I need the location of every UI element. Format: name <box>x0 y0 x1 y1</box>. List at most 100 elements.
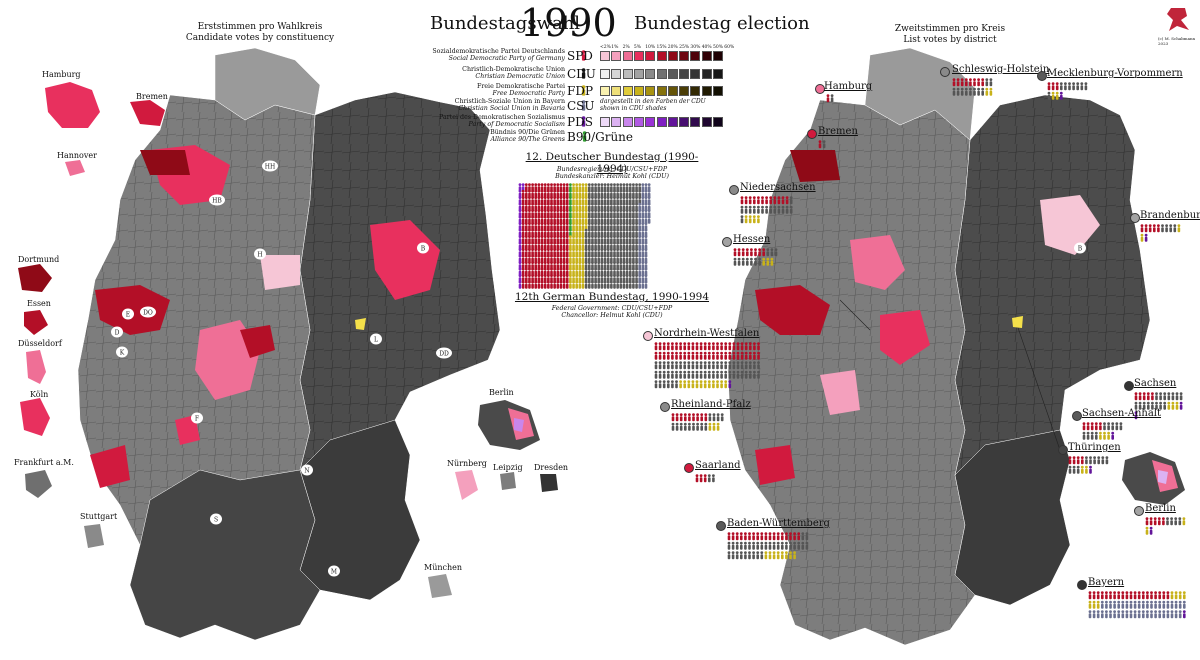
state-seat <box>756 551 760 560</box>
csu-note: dargestellt in den Farben der CDU shown … <box>600 98 706 112</box>
shade-swatch <box>667 51 678 61</box>
state-seat <box>797 532 801 541</box>
state-seat <box>1096 600 1100 609</box>
state-dot <box>1130 213 1140 223</box>
state-seat <box>658 361 662 370</box>
legend-desc: Christlich-Demokratische Union Christian … <box>420 66 565 80</box>
state-seat <box>1072 82 1075 91</box>
state-seat <box>1094 422 1098 431</box>
state-dot <box>1134 506 1144 516</box>
state-seat <box>724 370 728 379</box>
state-seat <box>1154 610 1157 619</box>
state-seat <box>1182 600 1186 609</box>
city-label-stuttgart: Stuttgart <box>80 512 118 521</box>
state-seat <box>952 87 956 96</box>
seat-spd <box>524 280 528 289</box>
state-seat <box>1129 600 1133 609</box>
state-seat <box>744 205 748 214</box>
left-map-title: Erststimmen pro Wahlkreis Candidate vote… <box>150 22 370 44</box>
state-seat <box>1170 600 1174 609</box>
inset-hamburg <box>45 82 100 128</box>
seat-spd <box>543 280 547 289</box>
state-label: Bremen <box>818 126 858 137</box>
party-name-en: Party of Democratic Socialism <box>468 121 565 128</box>
state-label: Hamburg <box>824 81 873 92</box>
state-seat <box>1092 600 1096 609</box>
state-seat <box>1119 422 1123 431</box>
state-seat <box>724 351 728 360</box>
state-seat <box>1157 517 1161 526</box>
state-seat <box>1072 465 1076 474</box>
seat-fdp <box>575 280 579 289</box>
party-abbr: PDS <box>567 115 593 129</box>
legend-desc: Partei des Demokratischen Sozialismus Par… <box>420 114 565 128</box>
title-year: 1990 <box>520 1 617 45</box>
state-seat <box>1086 431 1090 440</box>
state-seat <box>1146 610 1149 619</box>
state-seat <box>654 380 658 389</box>
state-seats <box>1140 224 1181 242</box>
state-label: Schleswig-Holstein <box>952 64 1050 75</box>
state-seat <box>683 413 687 422</box>
state-seat <box>735 541 739 550</box>
state-seat <box>801 541 805 550</box>
state-seat <box>687 342 691 351</box>
state-seat <box>797 541 801 550</box>
inset-berlin-pds <box>514 418 524 432</box>
state-seat <box>756 541 760 550</box>
state-seat <box>654 342 658 351</box>
state-seat <box>989 78 993 87</box>
shade-swatch <box>667 117 678 127</box>
state-seat <box>1121 591 1125 600</box>
state-seat <box>785 196 789 205</box>
map-abbrev: B <box>1078 245 1083 252</box>
state-seat <box>1129 591 1133 600</box>
inset-dortmund <box>18 264 52 292</box>
party-name-de: Christlich-Demokratische Union <box>462 66 565 73</box>
state-seat <box>793 551 796 560</box>
state-seat <box>805 541 809 550</box>
left-map-spd-kassel <box>240 325 275 358</box>
state-seat <box>757 196 760 205</box>
state-seat <box>666 380 670 389</box>
state-seat <box>728 370 732 379</box>
party-name-de: Sozialdemokratische Partei Deutschlands <box>432 48 565 55</box>
state-seat <box>757 205 760 214</box>
title-german: Bundestagswahl <box>430 13 581 34</box>
state-seat <box>1105 610 1108 619</box>
state-seat <box>1080 82 1084 91</box>
map-abbrev: M <box>331 568 337 575</box>
state-seat <box>1166 517 1169 526</box>
state-seat <box>675 370 678 379</box>
state-seat <box>960 78 964 87</box>
shade-swatch <box>645 117 656 127</box>
left-map-spd-nds <box>370 220 440 300</box>
state-label: Nordrhein-Westfalen <box>654 328 760 339</box>
state-seat <box>1121 600 1125 609</box>
state-seat <box>1178 591 1182 600</box>
state-seat <box>707 370 711 379</box>
state-seat <box>720 413 724 422</box>
state-seat <box>740 351 744 360</box>
state-seat <box>704 413 708 422</box>
state-seat <box>801 532 805 541</box>
state-seat <box>1105 600 1108 609</box>
state-seat <box>1093 456 1096 465</box>
party-abbr: SPD <box>567 49 593 63</box>
state-seat <box>688 422 691 431</box>
state-seat <box>716 380 719 389</box>
map-abbrev-marker: HB <box>209 194 225 206</box>
state-seat <box>1133 610 1137 619</box>
state-seat <box>699 342 703 351</box>
state-seats <box>1082 422 1123 440</box>
percent-label: 60% <box>724 45 735 50</box>
state-seat <box>739 532 743 541</box>
state-seat <box>679 380 682 389</box>
state-seat <box>703 380 707 389</box>
map-abbrev: B <box>421 245 426 252</box>
left-city-insets <box>18 82 165 548</box>
state-seat <box>748 370 752 379</box>
seat-cdu <box>584 280 588 289</box>
seat-cdu <box>594 280 597 289</box>
